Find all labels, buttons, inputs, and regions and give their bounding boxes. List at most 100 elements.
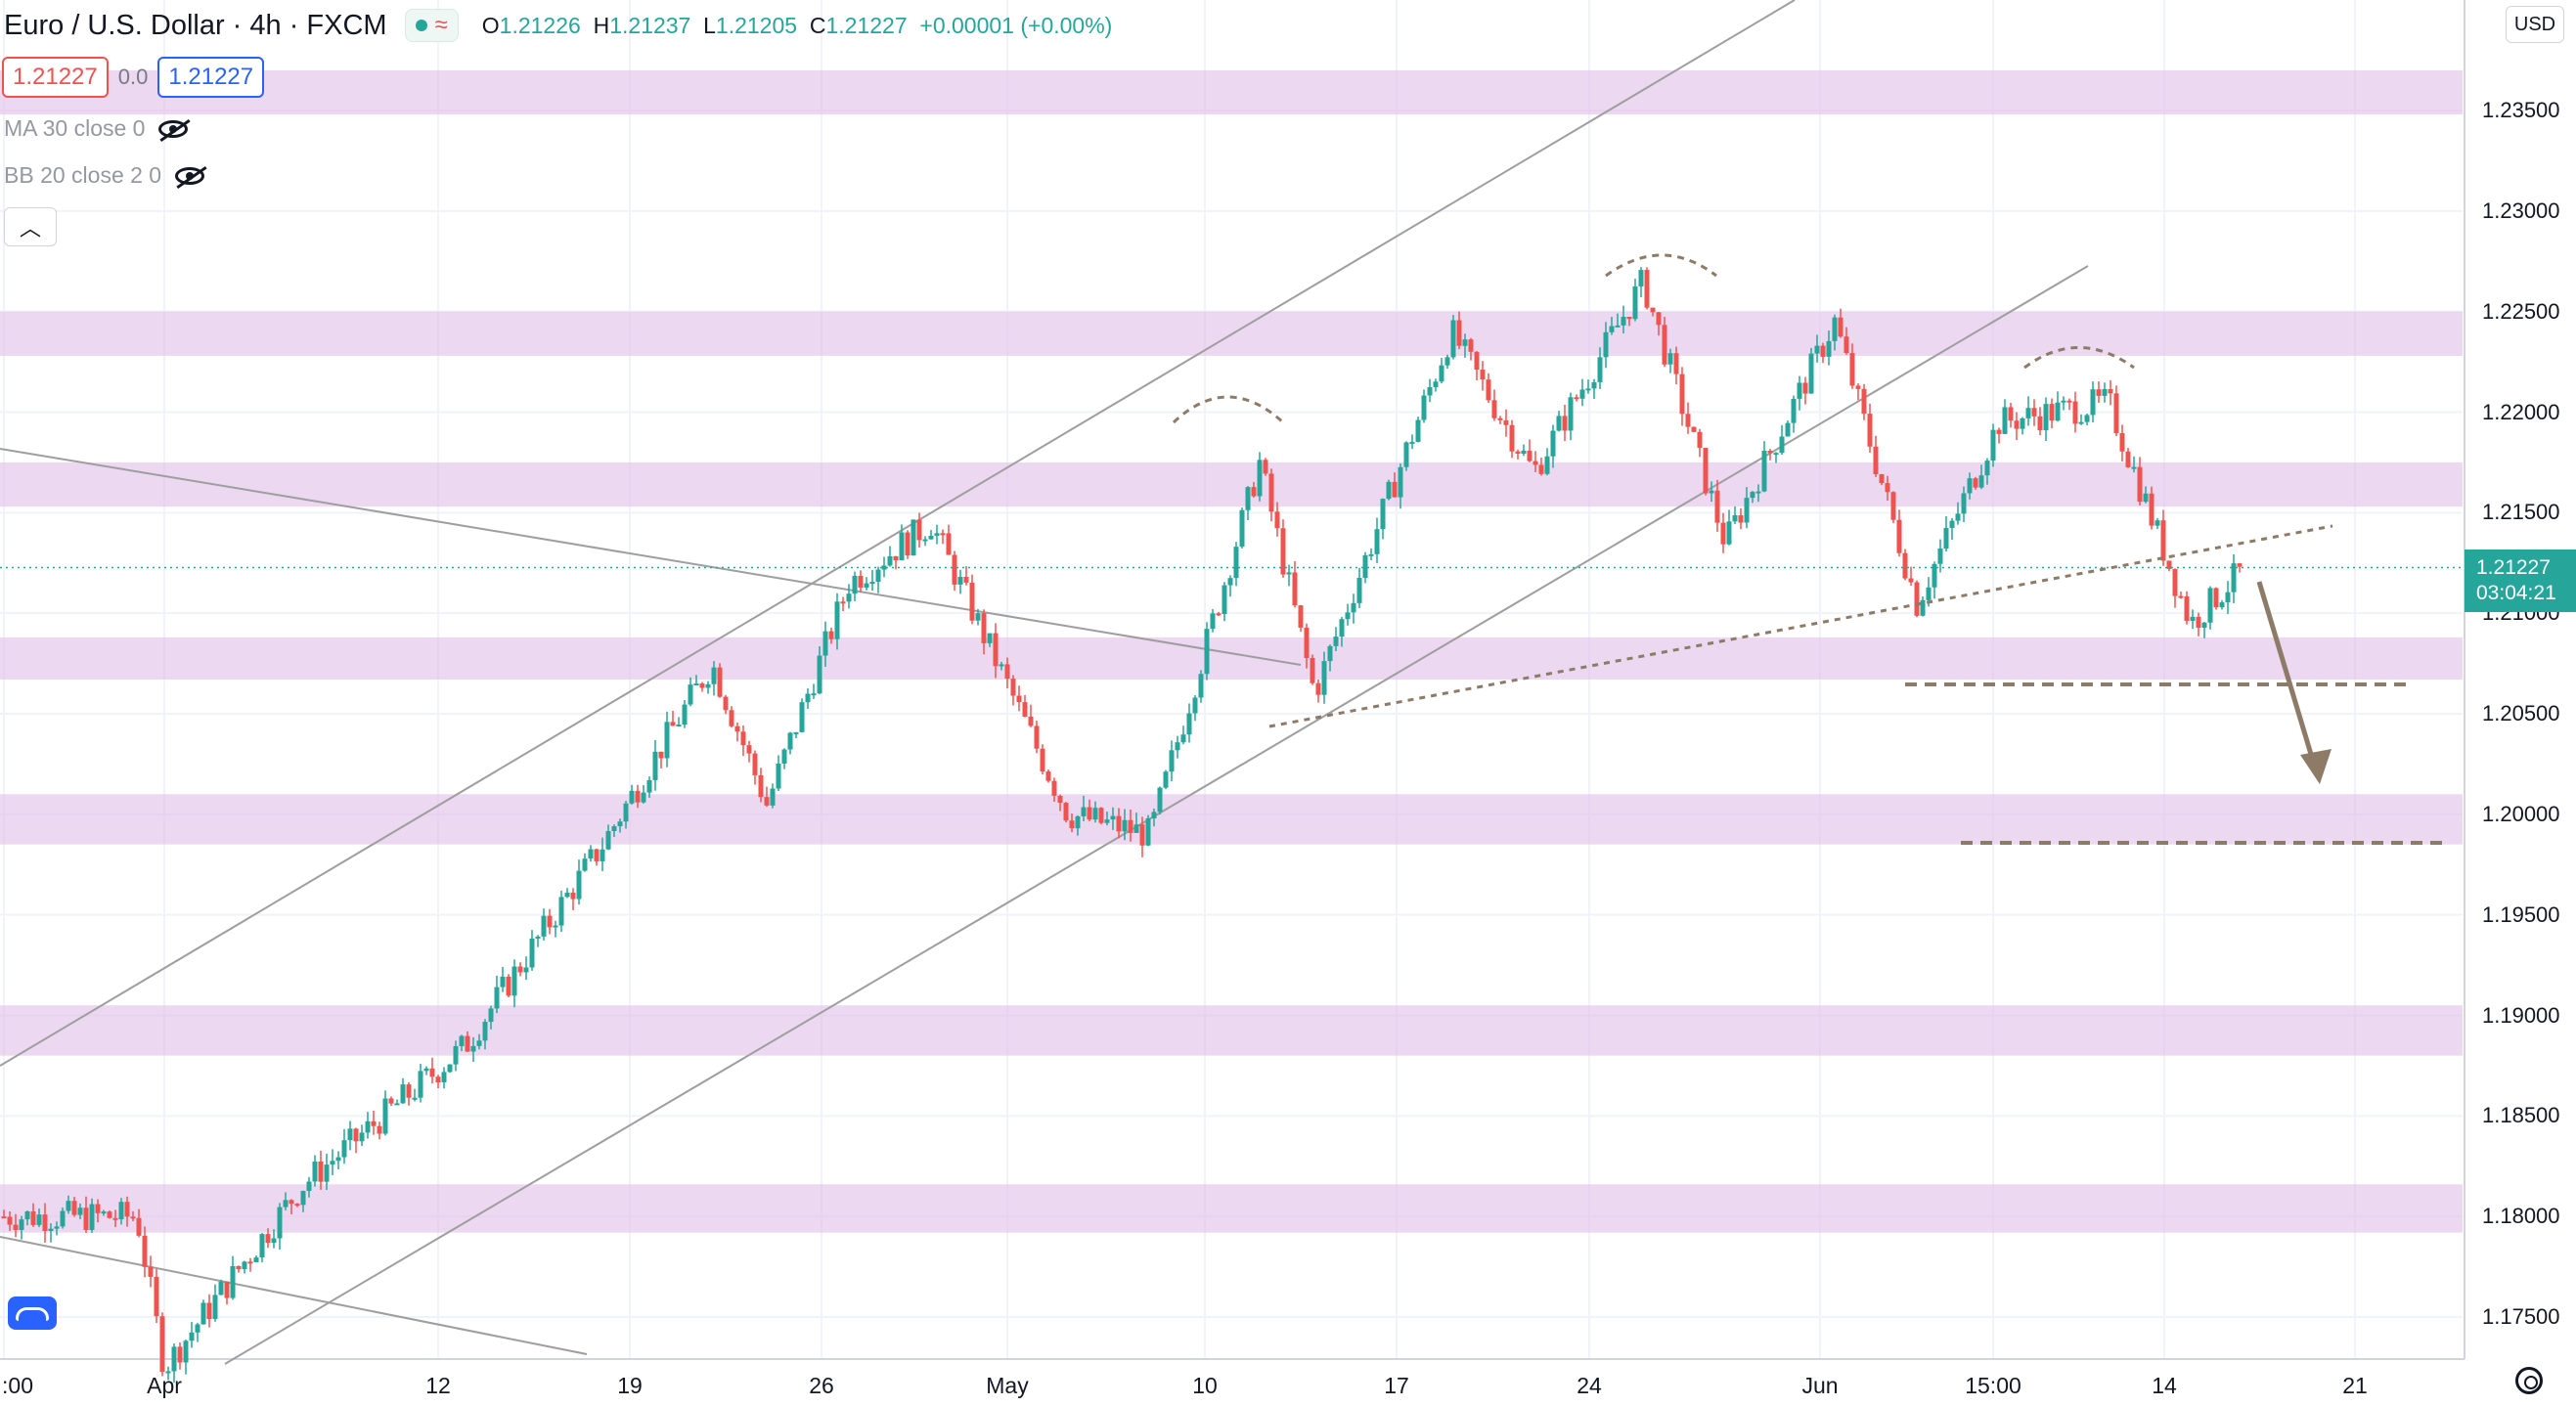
- candle-body: [1128, 819, 1133, 833]
- candle-body: [1210, 613, 1216, 630]
- spread-value: 0.0: [117, 65, 149, 89]
- candle-body: [699, 683, 705, 688]
- candle-body: [112, 1217, 118, 1220]
- candle-body: [400, 1084, 406, 1104]
- candle-body: [2125, 451, 2131, 467]
- indicator-ma[interactable]: MA 30 close 0: [4, 115, 189, 142]
- candle-body: [2061, 400, 2066, 403]
- candle-body: [224, 1281, 230, 1298]
- candle-body: [940, 533, 946, 536]
- candle-body: [711, 667, 717, 684]
- candle-body: [1057, 795, 1063, 804]
- time-tick-label: May: [986, 1373, 1029, 1398]
- indicator-bb[interactable]: BB 20 close 2 0: [4, 162, 205, 189]
- candle-body: [259, 1234, 265, 1258]
- candle-body: [118, 1202, 124, 1220]
- market-status-toggle[interactable]: ≈: [404, 9, 459, 42]
- candle-body: [1914, 582, 1920, 616]
- candle-body: [1439, 365, 1444, 382]
- candle-body: [2078, 421, 2084, 424]
- candle-body: [1433, 381, 1439, 387]
- candle-body: [382, 1098, 388, 1134]
- price-zone: [0, 461, 2463, 507]
- candle-body: [611, 826, 617, 832]
- currency-button[interactable]: USD: [2506, 6, 2564, 43]
- candle-body: [975, 613, 981, 621]
- trendlines: [0, 0, 2089, 1365]
- candle-body: [1386, 481, 1392, 500]
- candle-body: [846, 593, 852, 602]
- candle-body: [2160, 520, 2166, 561]
- candle-body: [441, 1072, 447, 1082]
- candle-body: [2219, 602, 2225, 608]
- candle-body: [341, 1140, 347, 1158]
- candle-body: [1932, 563, 1937, 588]
- collapse-legend-button[interactable]: ︿: [4, 207, 57, 246]
- time-tick-label: 10: [1192, 1373, 1218, 1398]
- buy-button[interactable]: 1.21227: [157, 57, 265, 98]
- shoulder-arc: [1605, 253, 1717, 278]
- candle-body: [1726, 521, 1732, 545]
- candle-body: [517, 966, 523, 973]
- candle-body: [1955, 513, 1961, 521]
- candle-body: [1978, 475, 1984, 488]
- candle-body: [1632, 286, 1638, 320]
- sell-button[interactable]: 1.21227: [2, 57, 109, 98]
- candle-body: [1292, 572, 1298, 606]
- candle-body: [1527, 450, 1532, 461]
- candle-body: [1626, 317, 1632, 320]
- candle-body: [2149, 493, 2154, 526]
- settings-gear-icon[interactable]: [2515, 1367, 2543, 1394]
- price-change: +0.00001 (+0.00%): [919, 12, 1113, 38]
- eye-hidden-icon[interactable]: [158, 119, 189, 138]
- candle-body: [1356, 577, 1362, 603]
- candle-body: [1280, 528, 1286, 575]
- symbol-title[interactable]: Euro / U.S. Dollar · 4h · FXCM: [4, 9, 387, 41]
- candle-body: [963, 577, 969, 583]
- trendline: [0, 448, 1302, 666]
- candle-body: [1867, 414, 1873, 447]
- candle-body: [1515, 451, 1521, 455]
- candle-body: [1961, 493, 1967, 514]
- candle-body: [1656, 312, 1662, 326]
- candle-body: [2108, 388, 2113, 394]
- price-tick-label: 1.22500: [2482, 298, 2560, 324]
- candle-body: [1791, 398, 1797, 423]
- candle-body: [1263, 460, 1268, 474]
- candle-body: [693, 683, 699, 686]
- candle-body: [2213, 588, 2219, 608]
- candle-body: [1110, 815, 1116, 820]
- eye-hidden-icon[interactable]: [175, 166, 205, 185]
- candle-body: [934, 533, 940, 537]
- price-tick-label: 1.18000: [2482, 1204, 2560, 1229]
- candle-body: [453, 1045, 459, 1065]
- candle-body: [13, 1224, 19, 1231]
- candle-body: [1298, 605, 1304, 628]
- candle-body: [957, 577, 963, 585]
- candle-body: [617, 821, 623, 827]
- time-tick-label: 15:00: [1965, 1373, 2021, 1398]
- candle-body: [1321, 661, 1327, 695]
- candle-body: [300, 1191, 306, 1206]
- candle-body: [594, 849, 600, 861]
- candle-body: [1456, 320, 1462, 346]
- candle-body: [1104, 819, 1110, 823]
- candle-body: [1133, 824, 1139, 833]
- candle-body: [1116, 815, 1122, 832]
- candle-body: [676, 725, 682, 727]
- candle-body: [646, 779, 652, 793]
- price-tick-label: 1.21500: [2482, 500, 2560, 525]
- tradingview-logo-icon[interactable]: [8, 1296, 57, 1330]
- candle-body: [547, 915, 553, 928]
- candle-body: [1403, 442, 1409, 467]
- candle-body: [1562, 416, 1568, 431]
- candle-body: [623, 803, 629, 822]
- candle-body: [776, 764, 781, 789]
- candle-body: [729, 710, 734, 726]
- candle-body: [1245, 487, 1251, 510]
- candle-body: [899, 532, 905, 561]
- candle-body: [635, 790, 641, 803]
- candle-body: [1063, 803, 1069, 821]
- candle-body: [465, 1035, 470, 1052]
